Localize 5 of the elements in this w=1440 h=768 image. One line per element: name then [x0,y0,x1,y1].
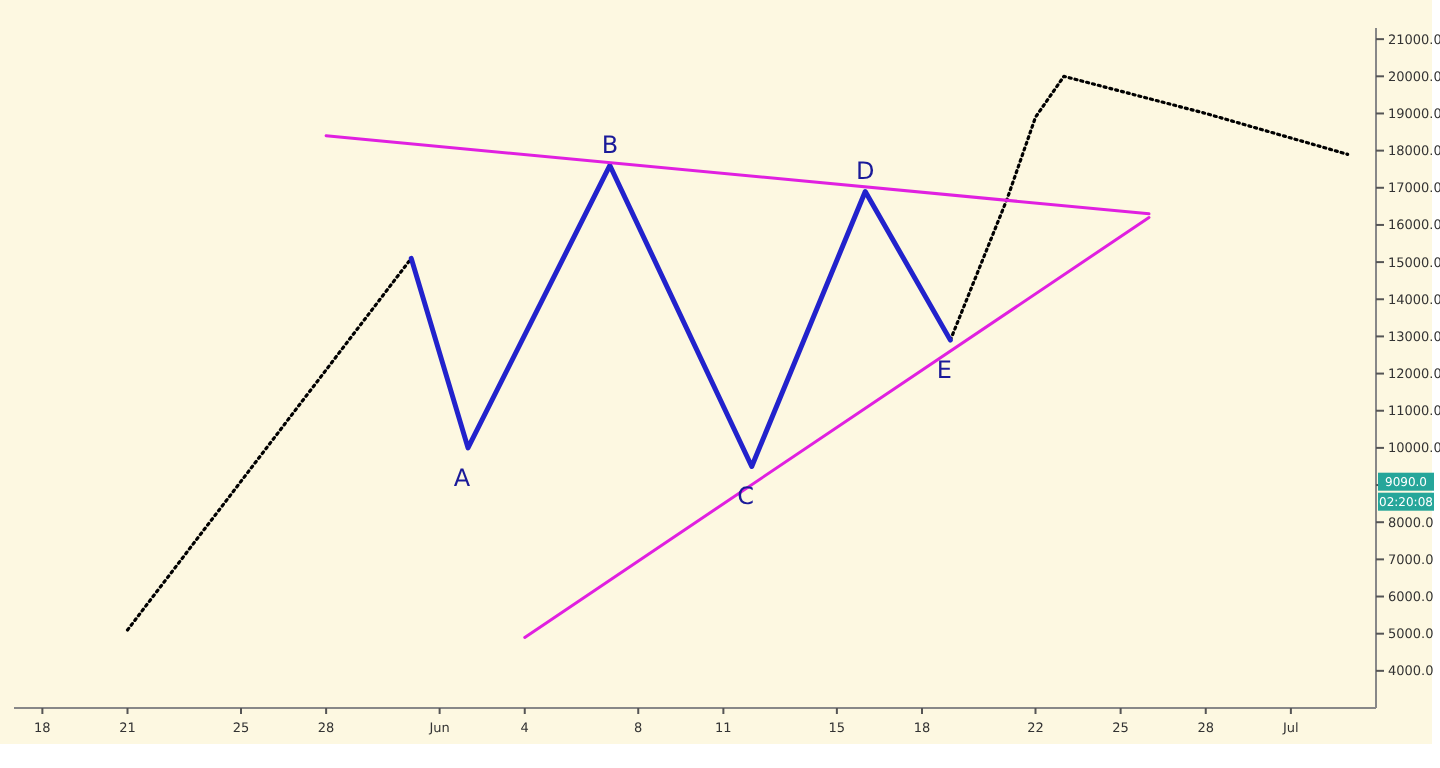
annotation: C [737,482,755,511]
annotation: E [936,356,952,385]
annotation: B [601,131,619,160]
annotation: D [856,157,875,186]
annotation: A [453,463,472,492]
